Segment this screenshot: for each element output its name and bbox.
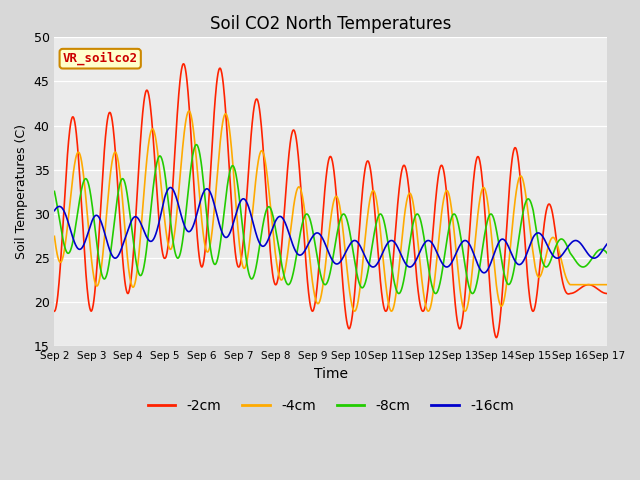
-16cm <box>174 199 182 205</box>
-4cm <box>490 252 497 258</box>
Line: -16cm: -16cm <box>54 188 607 273</box>
-4cm <box>351 308 358 314</box>
-2cm <box>489 318 497 324</box>
-8cm <box>395 290 403 296</box>
-2cm <box>538 241 546 247</box>
-8cm <box>51 189 58 194</box>
-16cm <box>160 198 168 204</box>
Legend: -2cm, -4cm, -8cm, -16cm: -2cm, -4cm, -8cm, -16cm <box>142 394 519 419</box>
Line: -2cm: -2cm <box>54 64 607 337</box>
-16cm <box>166 185 174 191</box>
-16cm <box>480 270 488 276</box>
-16cm <box>603 241 611 247</box>
-2cm <box>417 304 424 310</box>
-2cm <box>51 308 58 314</box>
-4cm <box>236 242 243 248</box>
-16cm <box>490 253 497 259</box>
-8cm <box>193 142 200 147</box>
-4cm <box>185 108 193 114</box>
-4cm <box>417 270 425 276</box>
X-axis label: Time: Time <box>314 367 348 381</box>
-2cm <box>180 61 188 67</box>
-4cm <box>160 210 168 216</box>
-4cm <box>51 233 58 239</box>
-16cm <box>538 233 546 239</box>
Line: -4cm: -4cm <box>54 111 607 311</box>
Title: Soil CO2 North Temperatures: Soil CO2 North Temperatures <box>210 15 451 33</box>
-8cm <box>160 165 168 170</box>
-8cm <box>417 219 425 225</box>
-2cm <box>173 111 181 117</box>
-4cm <box>173 205 181 211</box>
-16cm <box>51 208 58 214</box>
-16cm <box>417 247 424 253</box>
-16cm <box>236 200 243 206</box>
-2cm <box>160 255 168 261</box>
-8cm <box>490 215 497 220</box>
-4cm <box>538 269 546 275</box>
-2cm <box>603 290 611 296</box>
-4cm <box>603 282 611 288</box>
Text: VR_soilco2: VR_soilco2 <box>63 52 138 65</box>
Y-axis label: Soil Temperatures (C): Soil Temperatures (C) <box>15 124 28 259</box>
-8cm <box>236 196 243 202</box>
-8cm <box>538 257 546 263</box>
-8cm <box>173 255 181 261</box>
-2cm <box>236 264 243 269</box>
Bar <box>54 82 607 302</box>
Line: -8cm: -8cm <box>54 144 607 293</box>
-8cm <box>603 250 611 256</box>
-2cm <box>493 335 500 340</box>
